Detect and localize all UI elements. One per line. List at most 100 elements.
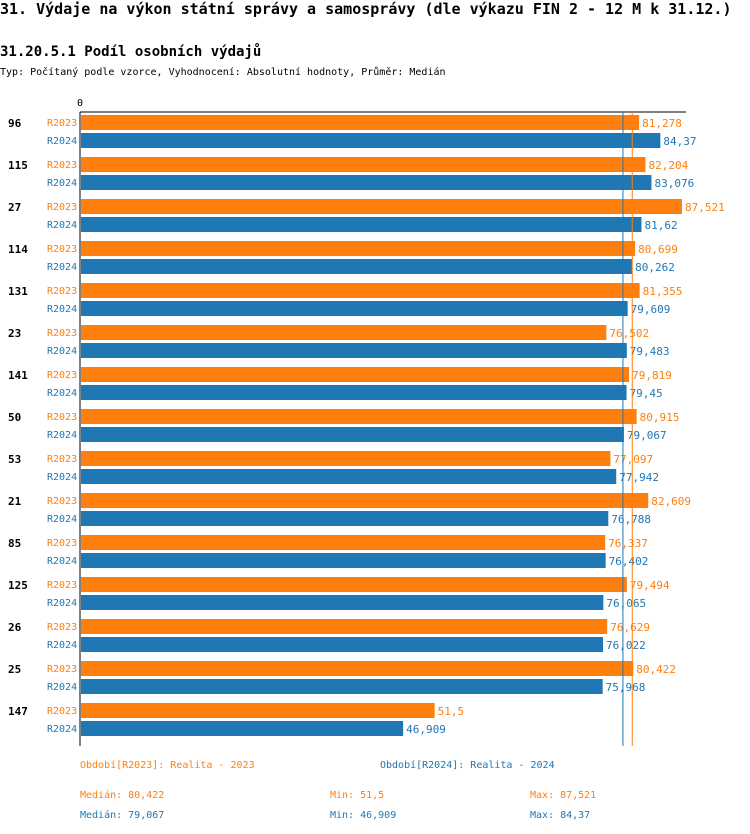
data-label-r2024: 79,067 [627,429,667,442]
data-label-r2023: 76,502 [609,327,649,340]
bar-r2024 [81,595,604,610]
data-label-r2023: 82,609 [651,495,691,508]
data-label-r2023: 77,097 [613,453,653,466]
series-label-r2024: R2024 [47,388,77,399]
bar-r2023 [81,409,637,424]
series-label-r2023: R2023 [47,328,77,339]
series-label-r2023: R2023 [47,370,77,381]
data-label-r2023: 81,355 [643,285,683,298]
series-label-r2024: R2024 [47,304,77,315]
bar-r2023 [81,115,640,130]
data-label-r2024: 76,402 [609,555,649,568]
x-tick-label-zero: 0 [77,98,83,109]
stat-max-r2024: Max: 84,37 [530,810,591,821]
series-label-r2024: R2024 [47,220,77,231]
data-label-r2023: 79,494 [630,579,670,592]
bar-r2024 [81,175,652,190]
stat-min-r2024: Min: 46,909 [330,810,397,821]
series-label-r2024: R2024 [47,136,77,147]
data-label-r2024: 81,62 [644,219,677,232]
category-label: 114 [8,243,28,256]
category-label: 26 [8,621,22,634]
bar-r2024 [81,259,633,274]
bar-r2024 [81,133,661,148]
series-label-r2024: R2024 [47,724,77,735]
data-label-r2024: 79,483 [630,345,670,358]
category-label: 131 [8,285,28,298]
series-label-r2023: R2023 [47,706,77,717]
series-label-r2023: R2023 [47,538,77,549]
series-label-r2023: R2023 [47,622,77,633]
bar-r2023 [81,577,627,592]
category-label: 115 [8,159,28,172]
category-label: 50 [8,411,21,424]
series-label-r2023: R2023 [47,580,77,591]
bar-r2023 [81,199,682,214]
category-label: 25 [8,663,21,676]
data-label-r2024: 79,609 [631,303,671,316]
data-label-r2023: 82,204 [648,159,688,172]
bar-r2024 [81,469,617,484]
category-label: 125 [8,579,28,592]
category-label: 147 [8,705,28,718]
bar-r2024 [81,301,628,316]
data-label-r2023: 51,5 [438,705,465,718]
series-label-r2023: R2023 [47,664,77,675]
stat-median-r2023: Medián: 80,422 [80,790,165,801]
data-label-r2024: 84,37 [663,135,696,148]
bar-r2024 [81,679,603,694]
bar-r2023 [81,451,611,466]
data-label-r2024: 80,262 [635,261,675,274]
bar-r2023 [81,619,608,634]
series-label-r2023: R2023 [47,160,77,171]
bar-r2023 [81,493,649,508]
bar-r2023 [81,325,607,340]
series-label-r2023: R2023 [47,118,77,129]
data-label-r2024: 83,076 [654,177,694,190]
data-label-r2024: 46,909 [406,723,446,736]
stat-median-r2024: Medián: 79,067 [80,810,165,821]
data-label-r2024: 77,942 [619,471,659,484]
series-label-r2023: R2023 [47,412,77,423]
series-label-r2024: R2024 [47,262,77,273]
series-label-r2024: R2024 [47,682,77,693]
data-label-r2023: 76,629 [610,621,650,634]
category-label: 141 [8,369,28,382]
bar-r2023 [81,367,630,382]
series-label-r2023: R2023 [47,244,77,255]
data-label-r2023: 81,278 [642,117,682,130]
category-label: 85 [8,537,21,550]
bar-r2023 [81,241,636,256]
data-label-r2023: 87,521 [685,201,725,214]
category-label: 23 [8,327,21,340]
series-label-r2024: R2024 [47,598,77,609]
stat-max-r2023: Max: 87,521 [530,790,597,801]
series-label-r2024: R2024 [47,472,77,483]
bar-r2023 [81,535,606,550]
bar-r2024 [81,511,609,526]
bar-r2024 [81,343,627,358]
chart-meta: Typ: Počítaný podle vzorce, Vyhodnocení:… [0,67,446,78]
series-label-r2024: R2024 [47,178,77,189]
legend-r2024: Období[R2024]: Realita - 2024 [380,760,555,771]
series-label-r2024: R2024 [47,430,77,441]
bar-r2024 [81,637,604,652]
data-label-r2024: 76,065 [606,597,646,610]
category-label: 53 [8,453,21,466]
series-label-r2024: R2024 [47,514,77,525]
series-label-r2024: R2024 [47,346,77,357]
category-label: 21 [8,495,22,508]
series-label-r2023: R2023 [47,454,77,465]
series-label-r2023: R2023 [47,496,77,507]
category-label: 96 [8,117,22,130]
data-label-r2024: 79,45 [630,387,663,400]
bar-r2024 [81,721,404,736]
series-label-r2024: R2024 [47,556,77,567]
series-label-r2024: R2024 [47,640,77,651]
data-label-r2024: 76,022 [606,639,646,652]
data-label-r2023: 80,422 [636,663,676,676]
data-label-r2024: 75,968 [606,681,646,694]
data-label-r2023: 80,699 [638,243,678,256]
legend-r2023: Období[R2023]: Realita - 2023 [80,760,255,771]
